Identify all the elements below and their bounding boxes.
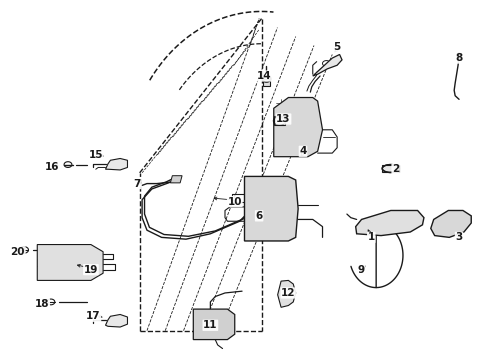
Polygon shape [170,176,182,183]
Text: 5: 5 [333,42,340,52]
Text: 12: 12 [281,288,295,298]
Polygon shape [273,116,285,126]
Text: 1: 1 [367,232,374,242]
Text: 6: 6 [255,211,262,221]
Text: 2: 2 [391,164,399,174]
Text: 15: 15 [88,150,103,160]
Polygon shape [244,176,298,241]
Text: 17: 17 [86,311,101,321]
Text: 10: 10 [227,197,242,207]
Polygon shape [382,165,398,172]
Polygon shape [193,309,234,339]
Text: 16: 16 [44,162,59,172]
Text: 13: 13 [276,114,290,124]
Text: 11: 11 [203,320,217,330]
Polygon shape [430,211,470,237]
Text: 8: 8 [454,53,462,63]
Polygon shape [105,158,127,170]
Text: 19: 19 [83,265,98,275]
Text: 4: 4 [299,146,306,156]
Polygon shape [355,211,423,235]
Text: 7: 7 [133,179,141,189]
Polygon shape [105,315,127,327]
Text: 9: 9 [357,265,365,275]
Polygon shape [277,280,295,307]
Text: 14: 14 [256,71,271,81]
Polygon shape [37,244,103,280]
Polygon shape [312,54,341,76]
Polygon shape [262,79,270,86]
Text: 3: 3 [454,232,462,242]
Text: 20: 20 [10,247,25,257]
Polygon shape [273,98,322,157]
Text: 18: 18 [35,299,49,309]
